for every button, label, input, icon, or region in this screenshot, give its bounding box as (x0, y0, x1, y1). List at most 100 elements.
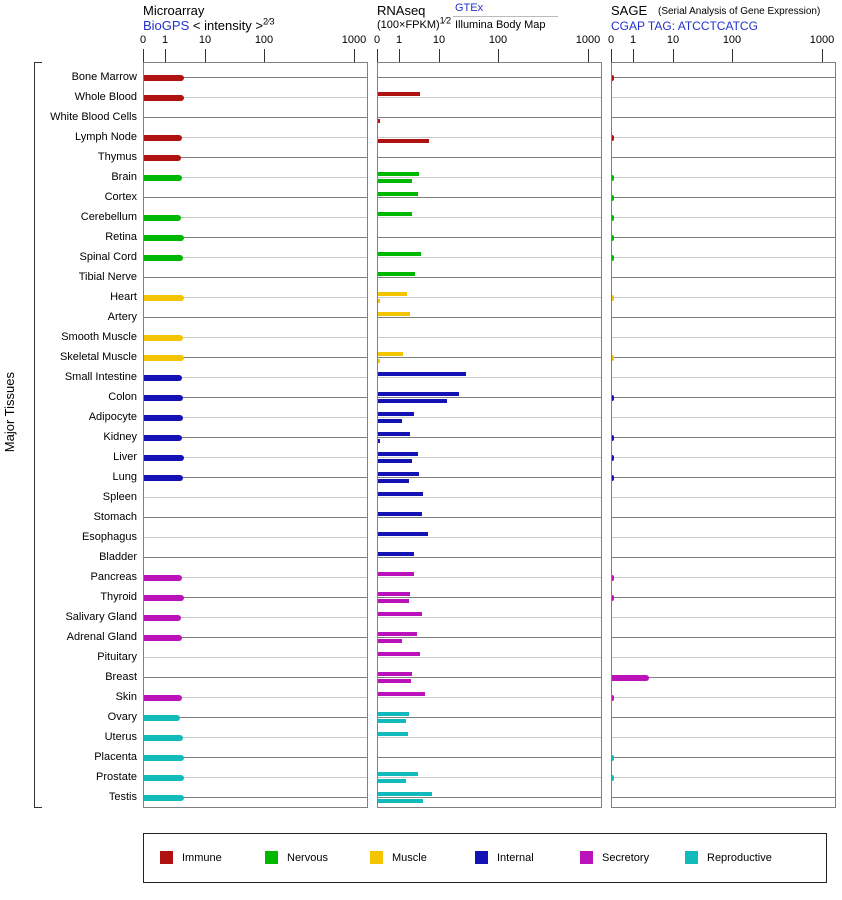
bar-illumina (378, 399, 447, 403)
microarray-title: Microarray (143, 3, 205, 18)
tissue-label: White Blood Cells (50, 111, 137, 123)
axis-tick-label: 1000 (341, 34, 367, 46)
legend-label-secretory: Secretory (602, 852, 650, 864)
bar-microarray (144, 775, 184, 781)
row-gridline (144, 177, 367, 178)
bar-illumina (378, 439, 380, 443)
row-gridline (144, 697, 367, 698)
bar-microarray (144, 335, 183, 341)
axis-tick-label: 100 (722, 34, 742, 46)
row-gridline (612, 137, 835, 138)
legend-label-nervous: Nervous (287, 852, 328, 864)
biogps-link[interactable]: BioGPS (143, 18, 190, 33)
bar-gtex (378, 532, 428, 536)
legend-swatch-muscle (370, 851, 383, 864)
sage-title: SAGE (611, 3, 648, 18)
row-gridline (612, 257, 835, 258)
row-gridline (612, 557, 835, 558)
row-gridline (144, 317, 367, 318)
row-gridline (144, 537, 367, 538)
row-gridline (144, 157, 367, 158)
legend-swatch-secretory (580, 851, 593, 864)
sage-cgap-line: CGAP TAG: ATCCTCATCG (611, 19, 758, 33)
bar-microarray (144, 695, 182, 701)
axis-tick (143, 49, 144, 62)
row-gridline (144, 397, 367, 398)
row-gridline (144, 777, 367, 778)
row-gridline (612, 797, 835, 798)
bar-sage (612, 695, 614, 701)
bar-illumina (378, 639, 402, 643)
row-gridline (378, 737, 601, 738)
bar-gtex (378, 92, 420, 96)
tissue-label: Brain (111, 171, 137, 183)
row-gridline (378, 577, 601, 578)
bar-microarray (144, 755, 184, 761)
axis-tick-label: 0 (607, 34, 615, 46)
row-gridline (144, 97, 367, 98)
axis-tick-label: 0 (373, 34, 381, 46)
legend-label-reproductive: Reproductive (707, 852, 772, 864)
gtex-link[interactable]: GTEx (455, 2, 484, 14)
bar-sage (612, 135, 614, 141)
legend-label-muscle: Muscle (392, 852, 427, 864)
tissue-label: Spleen (102, 491, 137, 503)
sage-tag: TAG: ATCCTCATCG (647, 19, 758, 33)
axis-tick (633, 49, 634, 62)
rnaseq-title: RNAseq (377, 3, 426, 18)
axis-tick (611, 49, 612, 62)
bar-gtex (378, 192, 418, 196)
row-gridline (144, 497, 367, 498)
row-gridline (612, 617, 835, 618)
row-gridline (612, 577, 835, 578)
bar-microarray (144, 395, 183, 401)
tissue-label: Retina (105, 231, 137, 243)
bar-sage (612, 355, 614, 361)
bar-gtex (378, 252, 421, 256)
row-gridline (612, 737, 835, 738)
axis-tick-label: 1000 (809, 34, 835, 46)
row-gridline (612, 357, 835, 358)
row-gridline (378, 197, 601, 198)
tissue-label: Spinal Cord (79, 251, 137, 263)
row-gridline (612, 217, 835, 218)
row-gridline (612, 657, 835, 658)
bar-microarray (144, 455, 184, 461)
row-gridline (378, 617, 601, 618)
bar-microarray (144, 155, 181, 161)
tissue-label: Pituitary (97, 651, 137, 663)
bar-microarray (144, 255, 183, 261)
row-gridline (378, 677, 601, 678)
row-gridline (612, 157, 835, 158)
row-gridline (378, 657, 601, 658)
bar-sage (612, 475, 614, 481)
bar-sage (612, 755, 614, 761)
axis-tick-label: 10 (432, 34, 446, 46)
cgap-link[interactable]: CGAP (611, 19, 645, 33)
bar-gtex (378, 392, 459, 396)
bar-gtex (378, 292, 407, 296)
bar-sage (612, 195, 614, 201)
row-gridline (144, 197, 367, 198)
bar-illumina (378, 419, 402, 423)
legend-label-immune: Immune (182, 852, 222, 864)
major-tissues-label: Major Tissues (2, 372, 17, 453)
row-gridline (144, 797, 367, 798)
row-gridline (378, 297, 601, 298)
row-gridline (378, 557, 601, 558)
legend-swatch-nervous (265, 851, 278, 864)
tissue-label: Lung (112, 471, 137, 483)
row-gridline (144, 257, 367, 258)
bar-illumina (378, 459, 412, 463)
row-gridline (378, 117, 601, 118)
axis-tick (399, 49, 400, 62)
row-gridline (144, 437, 367, 438)
bar-illumina (378, 799, 423, 803)
row-gridline (612, 377, 835, 378)
row-gridline (144, 557, 367, 558)
tissue-label: Smooth Muscle (61, 331, 137, 343)
bar-sage (612, 455, 614, 461)
row-gridline (378, 137, 601, 138)
row-gridline (144, 597, 367, 598)
bar-gtex (378, 592, 410, 596)
